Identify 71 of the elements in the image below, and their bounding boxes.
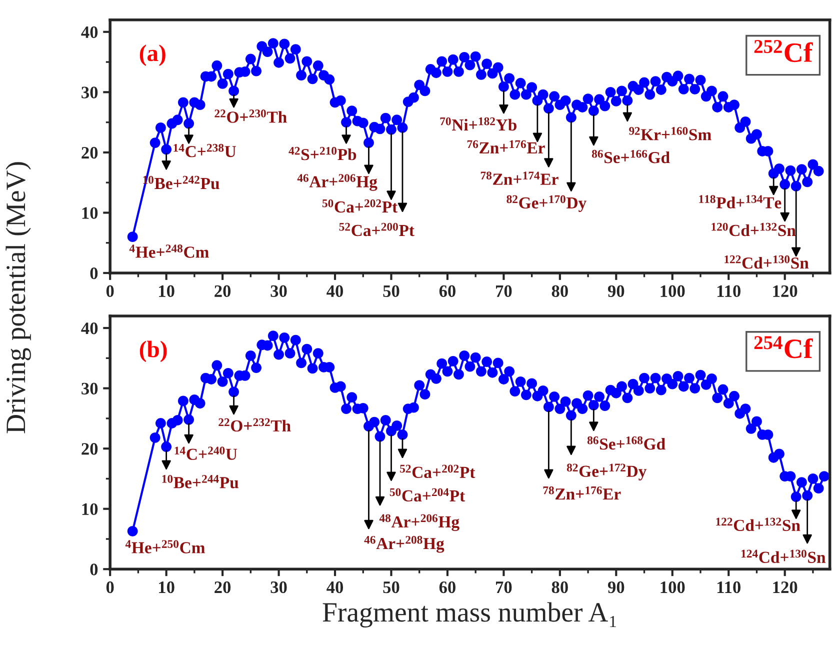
annotation: $^{86}$Se+$^{168}$Gd [587, 436, 666, 450]
annotation: $^{124}$Cd+$^{130}$Sn [741, 550, 826, 563]
annotation: $^{46}$Ar+$^{208}$Hg [364, 536, 444, 553]
annotation: (b) [140, 340, 167, 362]
y-axis-title: Driving potential (MeV) [6, 162, 31, 434]
annotation: (a) [140, 44, 166, 66]
annotation: $^{10}$Be+$^{244}$Pu [162, 474, 238, 488]
annotation: $^{92}$Kr+$^{160}$Sm [629, 127, 712, 140]
x-tick-label: 100 [660, 285, 685, 298]
annotation: $^{122}$Cd+$^{130}$Sn [724, 255, 809, 269]
x-tick-label: 70 [496, 285, 512, 298]
annotation: $^{120}$Cd+$^{132}$Sn [712, 222, 796, 236]
x-tick-label: 100 [660, 581, 685, 594]
y-tick-label: 40 [81, 322, 98, 334]
x-tick-label: 0 [106, 581, 114, 594]
x-tick-label: 40 [326, 581, 344, 594]
x-tick-label: 90 [608, 285, 624, 298]
annotation: $^{50}$Ca+$^{204}$Pt [390, 488, 466, 502]
annotation: $^{14}$C+$^{240}$U [174, 446, 238, 460]
annotation: $^{4}$He+$^{248}$Cm [129, 244, 209, 258]
x-tick-label: 20 [214, 285, 231, 298]
x-tick-label: 120 [773, 581, 798, 594]
x-tick-label: 40 [326, 285, 344, 298]
annotation: $^{14}$C+$^{238}$U [174, 144, 236, 158]
x-tick-label: 30 [270, 285, 287, 298]
annotation: $^{86}$Se+$^{166}$Gd [592, 150, 670, 164]
x-tick-label: 110 [717, 581, 740, 594]
y-tick-label: 10 [82, 503, 98, 516]
y-tick-label: 20 [82, 146, 98, 159]
annotation: $^{22}$O+$^{232}$Th [218, 418, 291, 432]
annotation: $^{52}$Ca+$^{202}$Pt [400, 464, 476, 478]
x-tick-label: 70 [496, 581, 512, 594]
annotation: $^{78}$Zn+$^{174}$Er [480, 172, 558, 185]
annotation: $^{42}$S+$^{210}$Pb [288, 146, 356, 160]
y-tick-label: 0 [90, 564, 98, 576]
x-tick-label: 110 [717, 285, 740, 298]
x-tick-label: 10 [159, 581, 174, 594]
annotation: $^{22}$O+$^{230}$Th [214, 110, 287, 123]
x-tick-label: 60 [439, 581, 456, 594]
annotation: $^{78}$Zn+$^{176}$Er [543, 486, 621, 500]
annotation: $^{82}$Ge+$^{172}$Dy [566, 464, 646, 480]
annotation: $^{82}$Ge+$^{170}$Dy [506, 195, 586, 212]
x-tick-label: 90 [608, 581, 624, 594]
annotation: $^{252}$Cf [754, 40, 813, 62]
y-tick-label: 10 [82, 207, 98, 219]
annotation: $^{118}$Pd+$^{134}$Te [699, 195, 782, 208]
annotation: $^{254}$Cf [754, 336, 813, 358]
x-tick-label: 120 [773, 285, 798, 298]
x-tick-label: 0 [106, 285, 114, 298]
x-tick-label: 30 [270, 581, 287, 594]
x-tick-label: 50 [383, 581, 400, 594]
annotation: $^{70}$Ni+$^{182}$Yb [440, 117, 516, 131]
annotation: $^{4}$He+$^{250}$Cm [125, 540, 205, 554]
x-tick-label: 80 [552, 581, 568, 594]
y-tick-label: 40 [81, 26, 98, 38]
x-tick-label: 50 [383, 285, 400, 298]
x-tick-label: 80 [552, 285, 568, 298]
y-tick-label: 30 [82, 86, 98, 98]
x-tick-label: 20 [214, 581, 231, 594]
annotation: $^{76}$Zn+$^{176}$Er [467, 140, 545, 154]
y-tick-label: 30 [82, 382, 98, 394]
annotation: $^{46}$Ar+$^{206}$Hg [297, 174, 378, 191]
y-tick-label: 0 [90, 267, 98, 280]
annotation: $^{52}$Ca+$^{200}$Pt [339, 222, 414, 236]
annotation: $^{50}$Ca+$^{202}$Pt [322, 199, 398, 213]
annotation: $^{48}$Ar+$^{206}$Hg [379, 514, 460, 531]
y-tick-label: 20 [82, 443, 98, 455]
x-axis-title: Fragment mass number A₁ [322, 602, 616, 628]
x-tick-label: 60 [439, 285, 456, 298]
x-tick-label: 10 [159, 285, 174, 298]
annotation: $^{122}$Cd+$^{132}$Sn [716, 518, 800, 532]
